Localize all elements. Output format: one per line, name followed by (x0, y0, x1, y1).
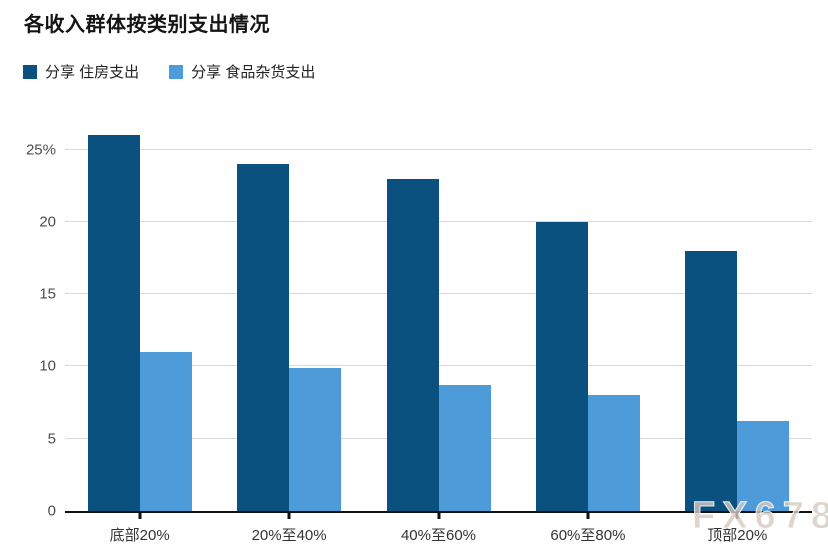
x-axis-label: 顶部20% (707, 527, 768, 544)
x-axis-label: 40%至60% (400, 527, 477, 544)
x-axis-tick (138, 513, 142, 519)
y-axis-label: 5 (47, 430, 56, 448)
y-axis-label: 20 (39, 213, 56, 231)
gridline (65, 365, 812, 367)
x-axis-tick (437, 513, 440, 519)
legend-label-groceries: 分享 食品杂货支出 (191, 64, 316, 81)
legend-label-housing: 分享 住房支出 (45, 64, 140, 81)
gridline (65, 220, 812, 222)
legend-item-groceries: 分享 食品杂货支出 (169, 61, 315, 82)
bar-housing (535, 221, 588, 511)
x-axis-tick (586, 513, 590, 519)
bar-housing (386, 178, 439, 511)
y-axis-label: 0 (47, 502, 56, 520)
bar-groceries (587, 395, 640, 511)
bar-housing (87, 135, 140, 511)
watermark: FX678 (692, 495, 828, 537)
y-axis-label: 10 (39, 357, 56, 375)
bar-groceries (438, 385, 491, 511)
bar-housing (685, 250, 738, 511)
x-axis-tick (287, 513, 291, 519)
y-axis-label: 25% (25, 141, 56, 159)
legend-swatch-groceries-icon (169, 64, 184, 79)
x-axis-label: 底部20% (109, 527, 170, 544)
x-axis-label: 60%至80% (550, 527, 626, 544)
x-axis-label: 20%至40% (251, 527, 327, 544)
legend-swatch-housing-icon (23, 64, 37, 79)
y-axis-label: 15 (39, 285, 56, 303)
bar-groceries (289, 367, 342, 511)
gridline (65, 293, 812, 295)
bar-groceries (139, 351, 192, 511)
x-axis-line (65, 511, 812, 513)
chart-title: 各收入群体按类别支出情况 (24, 14, 270, 36)
bar-groceries (737, 421, 790, 511)
legend-item-housing: 分享 住房支出 (23, 61, 139, 82)
gridline (65, 148, 812, 150)
x-axis-tick (735, 513, 739, 519)
legend: 分享 住房支出 分享 食品杂货支出 (23, 61, 315, 82)
bar-housing (237, 164, 290, 511)
plot-area: 0 5 10 15 20 25% 底部20% 20%至40% 40%至60% 60%至80% 顶部2… (26, 125, 812, 544)
